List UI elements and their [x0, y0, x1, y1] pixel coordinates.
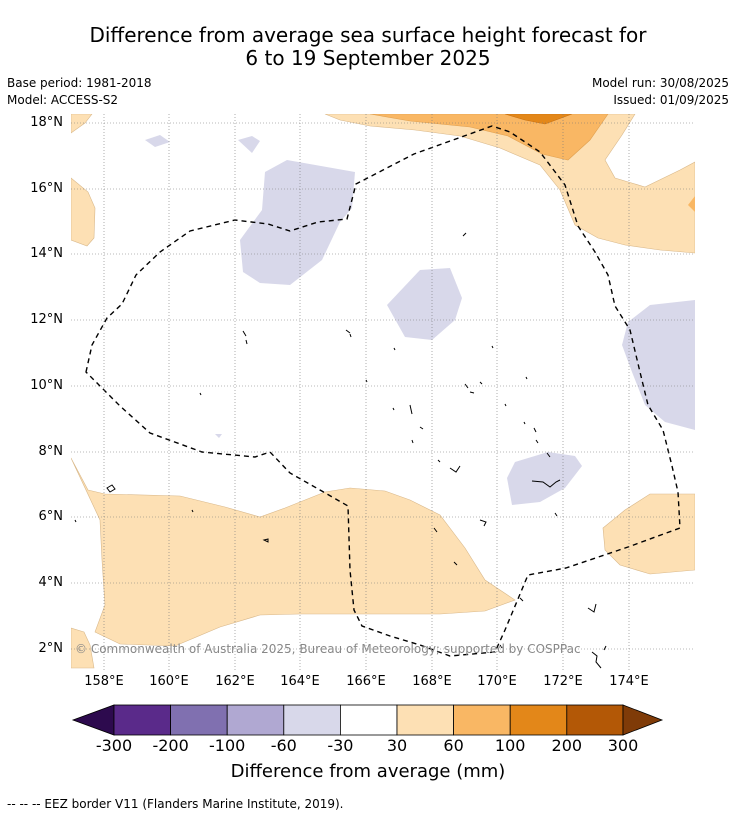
colorbar-tick: -100: [209, 736, 246, 755]
colorbar-tick: -200: [152, 736, 189, 755]
lon-label: 162°E: [215, 674, 255, 689]
model-label: Model: ACCESS-S2: [7, 93, 119, 107]
positive-anomaly-west: [71, 177, 96, 247]
lat-label: 8°N: [38, 444, 64, 459]
colorbar-swatch: [453, 704, 511, 736]
positive-anomaly-nw-corner: [71, 114, 93, 134]
lat-label: 4°N: [38, 575, 64, 590]
lat-label: 12°N: [30, 312, 63, 327]
colorbar-tick: -300: [95, 736, 133, 755]
colorbar-tick: 30: [386, 736, 408, 755]
positive-anomaly-east-fleck: [688, 196, 695, 212]
copyright-notice: © Commonwealth of Australia 2025, Bureau…: [75, 642, 581, 656]
negative-anomaly-4: [387, 268, 462, 340]
lon-label: 164°E: [280, 674, 320, 689]
positive-anomaly-south-band: [71, 457, 516, 647]
colorbar-swatch: [339, 704, 398, 736]
colorbar-label: Difference from average (mm): [230, 761, 506, 782]
negative-anomaly-2: [238, 136, 260, 153]
negative-anomaly-7: [215, 434, 222, 438]
colorbar-extend-low: [71, 704, 115, 736]
colorbar: [71, 704, 664, 736]
colorbar-tick: -30: [327, 736, 354, 755]
colorbar-tick: 200: [551, 736, 583, 755]
lat-grid-lines: [71, 122, 695, 650]
eez-legend: -- -- -- EEZ border V11 (Flanders Marine…: [7, 797, 344, 811]
negative-anomaly-1: [145, 135, 170, 147]
lat-label: 14°N: [30, 246, 63, 261]
island-outlines: [74, 232, 607, 669]
lat-label: 18°N: [30, 115, 63, 130]
colorbar-tick: 60: [443, 736, 464, 755]
colorbar-swatch: [566, 704, 624, 736]
map-title-line1: Difference from average sea surface heig…: [89, 23, 647, 47]
positive-anomaly-north: [324, 114, 695, 254]
lon-label: 168°E: [412, 674, 452, 689]
positive-anomaly-southeast: [602, 493, 695, 575]
negative-anomaly-3: [240, 160, 355, 285]
colorbar-swatch: [509, 704, 568, 736]
lat-label: 16°N: [30, 181, 63, 196]
lat-label: 6°N: [38, 509, 64, 524]
lon-label: 170°E: [477, 674, 517, 689]
colorbar-swatch: [396, 704, 454, 736]
issued-label: Issued: 01/09/2025: [613, 93, 729, 107]
map-title-line2: 6 to 19 September 2025: [245, 46, 491, 70]
colorbar-tick: 100: [494, 736, 526, 755]
colorbar-swatch: [226, 704, 285, 736]
colorbar-swatch: [283, 704, 341, 736]
colorbar-swatch: [113, 704, 171, 736]
colorbar-swatch: [170, 704, 228, 736]
negative-anomaly-5: [622, 300, 695, 430]
model-run-label: Model run: 30/08/2025: [591, 76, 729, 90]
lon-label: 160°E: [149, 674, 189, 689]
lon-label: 172°E: [543, 674, 583, 689]
positive-anomaly-strong: [369, 114, 609, 161]
colorbar-tick: -60: [270, 736, 297, 755]
lon-label: 158°E: [84, 674, 124, 689]
colorbar-tick: 300: [607, 736, 639, 755]
positive-anomaly-southwest: [71, 627, 95, 669]
lon-label: 166°E: [346, 674, 386, 689]
positive-anomaly-peak: [504, 114, 573, 125]
base-period-label: Base period: 1981-2018: [7, 76, 152, 90]
lon-label: 174°E: [609, 674, 649, 689]
lat-label: 10°N: [30, 378, 63, 393]
colorbar-extend-high: [622, 704, 664, 736]
lat-label: 2°N: [38, 641, 64, 656]
